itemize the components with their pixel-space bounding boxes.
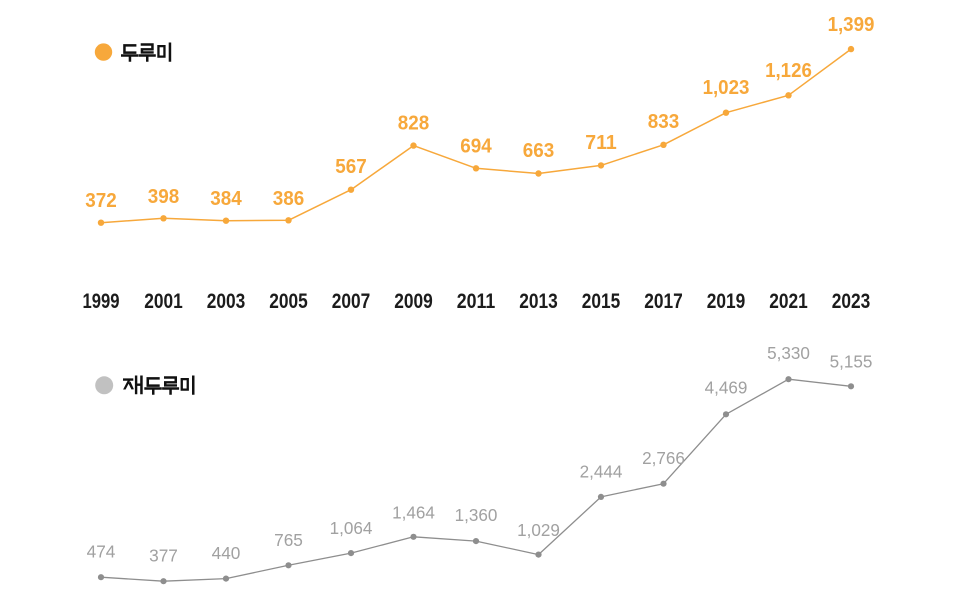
svg-text:2019: 2019: [707, 290, 746, 313]
svg-text:1,360: 1,360: [455, 505, 498, 525]
svg-text:2009: 2009: [394, 290, 433, 313]
svg-text:2015: 2015: [582, 290, 621, 313]
svg-text:2,766: 2,766: [642, 448, 685, 468]
svg-text:5,155: 5,155: [830, 351, 873, 371]
svg-text:663: 663: [523, 140, 555, 162]
svg-text:828: 828: [398, 113, 430, 135]
svg-text:2023: 2023: [832, 290, 871, 313]
svg-text:833: 833: [648, 111, 680, 133]
svg-text:474: 474: [87, 542, 116, 562]
svg-text:694: 694: [460, 135, 492, 157]
svg-text:711: 711: [585, 132, 617, 154]
svg-text:2017: 2017: [644, 290, 683, 313]
svg-text:1,126: 1,126: [765, 60, 812, 82]
svg-text:2021: 2021: [769, 290, 808, 313]
svg-text:1,064: 1,064: [330, 518, 373, 538]
svg-text:377: 377: [149, 546, 178, 566]
svg-text:2,444: 2,444: [580, 462, 623, 482]
svg-text:2003: 2003: [207, 290, 246, 313]
svg-text:567: 567: [335, 156, 367, 178]
svg-text:4,469: 4,469: [705, 378, 748, 398]
svg-text:2013: 2013: [519, 290, 558, 313]
svg-text:440: 440: [212, 543, 241, 563]
svg-text:1999: 1999: [83, 290, 120, 313]
svg-text:1,023: 1,023: [703, 77, 750, 99]
svg-text:2011: 2011: [457, 290, 496, 313]
svg-text:2005: 2005: [269, 290, 308, 313]
svg-text:2001: 2001: [144, 290, 183, 313]
svg-text:1,029: 1,029: [517, 520, 560, 540]
svg-text:765: 765: [274, 530, 303, 550]
svg-text:384: 384: [210, 188, 242, 210]
svg-text:2007: 2007: [332, 290, 371, 313]
svg-text:386: 386: [273, 188, 305, 210]
svg-text:5,330: 5,330: [767, 343, 810, 363]
svg-text:372: 372: [85, 190, 117, 212]
svg-text:398: 398: [148, 186, 180, 208]
svg-text:1,399: 1,399: [828, 14, 875, 36]
svg-text:1,464: 1,464: [392, 502, 435, 522]
